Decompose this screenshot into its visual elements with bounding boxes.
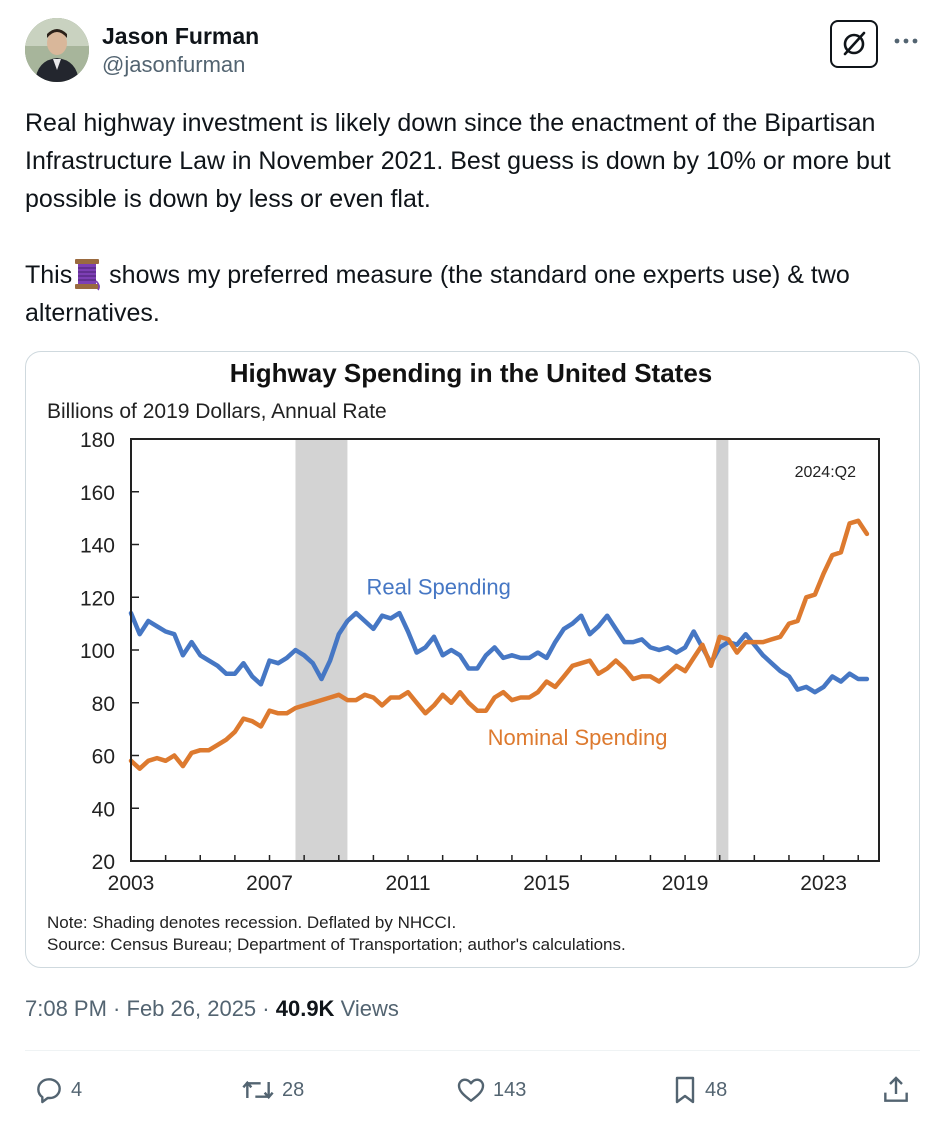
meta-separator: · — [106, 996, 127, 1021]
tweet-paragraph-2: This shows my preferred measure (the sta… — [25, 256, 920, 332]
retweet-count: 28 — [282, 1078, 305, 1101]
y-tick-label: 100 — [80, 640, 115, 663]
bookmark-icon — [675, 1076, 695, 1104]
tweet-meta: 7:08 PM · Feb 26, 2025 · 40.9K Views — [25, 994, 399, 1024]
tweet-paragraph-1: Real highway investment is likely down s… — [25, 109, 898, 213]
real-spending-line — [128, 610, 870, 695]
plot-frame — [130, 438, 880, 862]
chart-title: Highway Spending in the United States — [230, 358, 713, 388]
retweet-icon — [242, 1080, 274, 1100]
bookmark-button[interactable]: 48 — [671, 1068, 727, 1112]
series-label: Real Spending — [366, 575, 510, 600]
grok-icon — [843, 31, 866, 56]
chart-source: Source: Census Bureau; Department of Tra… — [47, 935, 626, 954]
chart-y-label: Billions of 2019 Dollars, Annual Rate — [47, 400, 387, 423]
tweet-header: Jason Furman @jasonfurman — [25, 18, 920, 84]
chart-image[interactable]: Highway Spending in the United States Bi… — [25, 351, 920, 968]
bookmark-count: 48 — [705, 1078, 728, 1101]
nominal-spending-line — [128, 518, 870, 771]
grok-button[interactable] — [830, 20, 878, 68]
y-tick-label: 160 — [80, 482, 115, 505]
y-tick-label: 140 — [80, 535, 115, 558]
like-button[interactable]: 143 — [455, 1068, 526, 1112]
y-tick-label: 60 — [92, 746, 115, 769]
x-tick-label: 2007 — [246, 872, 293, 895]
author-name[interactable]: Jason Furman — [102, 23, 260, 49]
more-button[interactable] — [891, 26, 921, 56]
retweet-button[interactable]: 28 — [240, 1068, 304, 1112]
meta-separator: · — [256, 996, 276, 1021]
views-label: Views — [334, 996, 399, 1021]
action-bar: 4 28 143 48 — [25, 1068, 920, 1112]
reply-count: 4 — [71, 1078, 83, 1101]
chart-annotation: 2024:Q2 — [795, 464, 856, 481]
chart-note: Note: Shading denotes recession. Deflate… — [47, 913, 456, 932]
recession-band — [716, 439, 729, 861]
share-button[interactable] — [880, 1068, 918, 1112]
tweet-time[interactable]: 7:08 PM — [25, 996, 107, 1021]
tweet-paragraph-2-start: This — [25, 261, 73, 289]
y-tick-label: 80 — [92, 693, 115, 716]
tweet-date[interactable]: Feb 26, 2025 — [126, 996, 257, 1021]
highway-spending-chart: Highway Spending in the United States Bi… — [47, 358, 880, 954]
series-label: Nominal Spending — [488, 725, 668, 750]
x-tick-label: 2019 — [662, 872, 709, 895]
reply-button[interactable]: 4 — [33, 1068, 82, 1112]
y-tick-label: 20 — [92, 851, 115, 874]
y-tick-label: 180 — [80, 429, 115, 452]
like-count: 143 — [493, 1078, 527, 1101]
avatar[interactable] — [25, 18, 89, 82]
profile-photo-icon — [25, 18, 89, 82]
more-icon — [894, 38, 918, 44]
tweet-paragraph-2-end: shows my preferred measure (the standard… — [25, 261, 857, 327]
x-tick-label: 2003 — [108, 872, 155, 895]
y-tick-label: 40 — [92, 798, 115, 821]
divider — [25, 1050, 920, 1051]
author-block: Jason Furman @jasonfurman — [102, 22, 259, 80]
like-icon — [457, 1078, 485, 1102]
reply-icon — [37, 1078, 61, 1104]
views-count: 40.9K — [275, 996, 335, 1021]
x-tick-label: 2011 — [385, 872, 430, 895]
x-tick-label: 2015 — [523, 872, 570, 895]
share-icon — [884, 1076, 908, 1102]
tweet-text: Real highway investment is likely down s… — [25, 104, 920, 332]
recession-band — [295, 439, 348, 861]
y-tick-label: 120 — [80, 587, 115, 610]
thread-spool-icon — [75, 259, 101, 291]
author-handle[interactable]: @jasonfurman — [102, 52, 246, 77]
x-tick-label: 2023 — [800, 872, 847, 895]
